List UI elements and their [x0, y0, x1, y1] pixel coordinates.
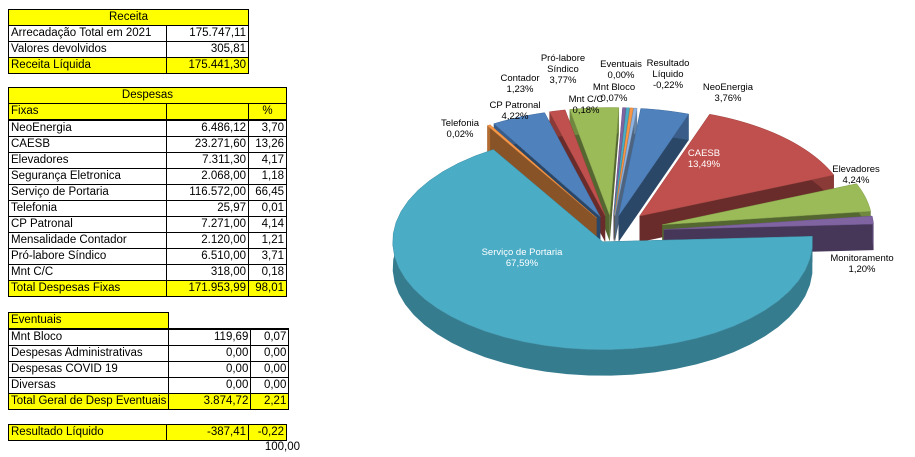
pie-label-line: 3,76%	[715, 93, 742, 104]
pie-slice-neoenergia	[618, 108, 690, 242]
pie-label-line: 1,20%	[849, 264, 876, 275]
expense-label: NeoEnergia	[8, 119, 167, 137]
receita-label: Arrecadação Total em 2021	[8, 25, 167, 42]
pie-slice-top	[493, 112, 601, 217]
pie-label-line: Mnt Bloco	[593, 82, 635, 93]
expense-label: Serviço de Portaria	[8, 184, 167, 201]
pie-slice-wall	[487, 124, 491, 152]
expense-label: Mensalidade Contador	[8, 232, 167, 249]
despesas-header: Despesas	[8, 87, 287, 104]
pie-label: Eventuais 0,00%	[600, 59, 642, 81]
expense-pct: 0,01	[248, 200, 287, 217]
pie-label-line: Mnt C/C	[569, 94, 604, 105]
expense-pct: 0,18	[248, 264, 287, 281]
pie-label: Telefonia 0,02%	[441, 118, 480, 140]
pie-label-line: Telefonia	[441, 118, 480, 129]
pie-slice-top	[613, 107, 627, 216]
total-pct-below: 100,00	[264, 441, 300, 453]
resultado-table: Resultado Líquido -387,41 -0,22	[8, 424, 287, 441]
eventual-value: 0,00	[168, 377, 252, 394]
pie-label-line: Serviço de Portaria	[482, 247, 564, 258]
pie-label: Mnt Bloco 0,07%	[593, 82, 635, 104]
pie-label-line: Líquido	[652, 69, 683, 80]
pie-slice-top	[569, 107, 620, 216]
pie-label-line: Resultado	[647, 58, 690, 69]
pct-header: %	[248, 103, 287, 121]
pie-label-line: Monitoramento	[830, 253, 893, 264]
pie-label-line: -0,22%	[653, 80, 684, 91]
pie-slice-top	[614, 107, 638, 216]
pie-slice-top	[639, 113, 835, 217]
receita-header: Receita	[8, 9, 249, 26]
pie-label: Pró-labore Síndico 3,77%	[541, 53, 585, 86]
eventual-pct: 0,00	[250, 345, 290, 362]
eventuais-total-value: 3.874,72	[168, 393, 252, 410]
despesas-total-value: 171.953,99	[166, 280, 249, 297]
pie-label: Resultado Líquido -0,22%	[647, 58, 690, 91]
pie-slice-top	[618, 108, 690, 217]
pie-label: Elevadores 4,24%	[832, 164, 880, 186]
pie-label-line: Contador	[500, 73, 539, 84]
pie-label-line: Elevadores	[832, 164, 880, 175]
pie-slice-top	[613, 107, 630, 216]
despesas-total-pct: 98,01	[248, 280, 287, 297]
eventuais-table: Eventuais Mnt Bloco 119,69 0,07 Despesas A…	[7, 312, 290, 410]
receita-value: 175.747,11	[166, 25, 249, 42]
receita-total-label: Receita Líquida	[8, 57, 167, 74]
despesas-total-label: Total Despesas Fixas	[8, 280, 167, 297]
eventuais-total-pct: 2,21	[250, 393, 290, 410]
pie-slice-top	[662, 183, 871, 225]
pie-label-line: 1,23%	[507, 84, 534, 95]
expense-pct: 66,45	[248, 184, 287, 201]
pie-slice-top	[663, 215, 874, 230]
pie-label: Contador 1,23%	[500, 73, 539, 95]
pie-label-line: Síndico	[547, 64, 579, 75]
pie-label-line: CP Patronal	[489, 100, 540, 111]
pie-slice-side	[618, 114, 689, 242]
pie-label: Serviço de Portaria 67,59%	[482, 247, 564, 269]
pie-slice-servi-o-de-portaria	[392, 149, 813, 376]
eventual-label: Despesas COVID 19	[7, 361, 170, 378]
pie-slice-side	[609, 107, 619, 242]
pie-label: NeoEnergia 3,76%	[703, 82, 754, 104]
expense-value: 25,97	[166, 200, 249, 217]
eventuais-header: Eventuais	[7, 312, 170, 330]
pie-label-line: 0,07%	[601, 93, 628, 104]
pie-label-line: CAESB	[688, 148, 720, 159]
pie-label: CAESB 13,49%	[688, 148, 721, 170]
pie-label-line: NeoEnergia	[703, 82, 754, 93]
pie-label-line: 3,77%	[550, 75, 577, 86]
pie-label-line: 67,59%	[506, 258, 539, 269]
pie-slice-top	[486, 124, 597, 219]
receita-table: Receita Arrecadação Total em 2021 175.747…	[8, 9, 249, 74]
expense-value: 23.271,60	[166, 136, 249, 153]
pie-slice-top	[614, 107, 634, 216]
pie-slice-top	[392, 149, 813, 350]
eventual-pct: 0,00	[250, 377, 290, 394]
pie-label-line: Eventuais	[600, 59, 642, 70]
pie-label-line: 0,02%	[447, 129, 474, 140]
pie-slice-wall	[872, 216, 874, 251]
receita-total-value: 175.441,30	[166, 57, 249, 74]
pie-label: Monitoramento 1,20%	[830, 253, 893, 275]
resultado-pct: -0,22	[248, 424, 287, 441]
eventuais-total-label: Total Geral de Desp Eventuais	[7, 393, 170, 410]
pie-label-line: 4,24%	[843, 175, 870, 186]
despesas-table: Despesas Fixas% NeoEnergia 6.486,12 3,70 C…	[8, 87, 287, 297]
pie-slice-top	[549, 109, 606, 217]
eventual-label: Despesas Administrativas	[7, 345, 170, 362]
pie-label-line: 13,49%	[688, 159, 721, 170]
resultado-label: Resultado Líquido	[8, 424, 167, 441]
pie-label-line: 0,00%	[608, 70, 635, 81]
pie-label-line: Pró-labore	[541, 53, 585, 64]
pie-label: Mnt C/C 0,18%	[569, 94, 604, 116]
despesas-fixas-label: Fixas	[8, 103, 167, 121]
pie-label-line: 0,18%	[573, 105, 600, 116]
pie-label: CP Patronal 4,22%	[489, 100, 540, 122]
pie-label-line: 4,22%	[502, 111, 529, 122]
